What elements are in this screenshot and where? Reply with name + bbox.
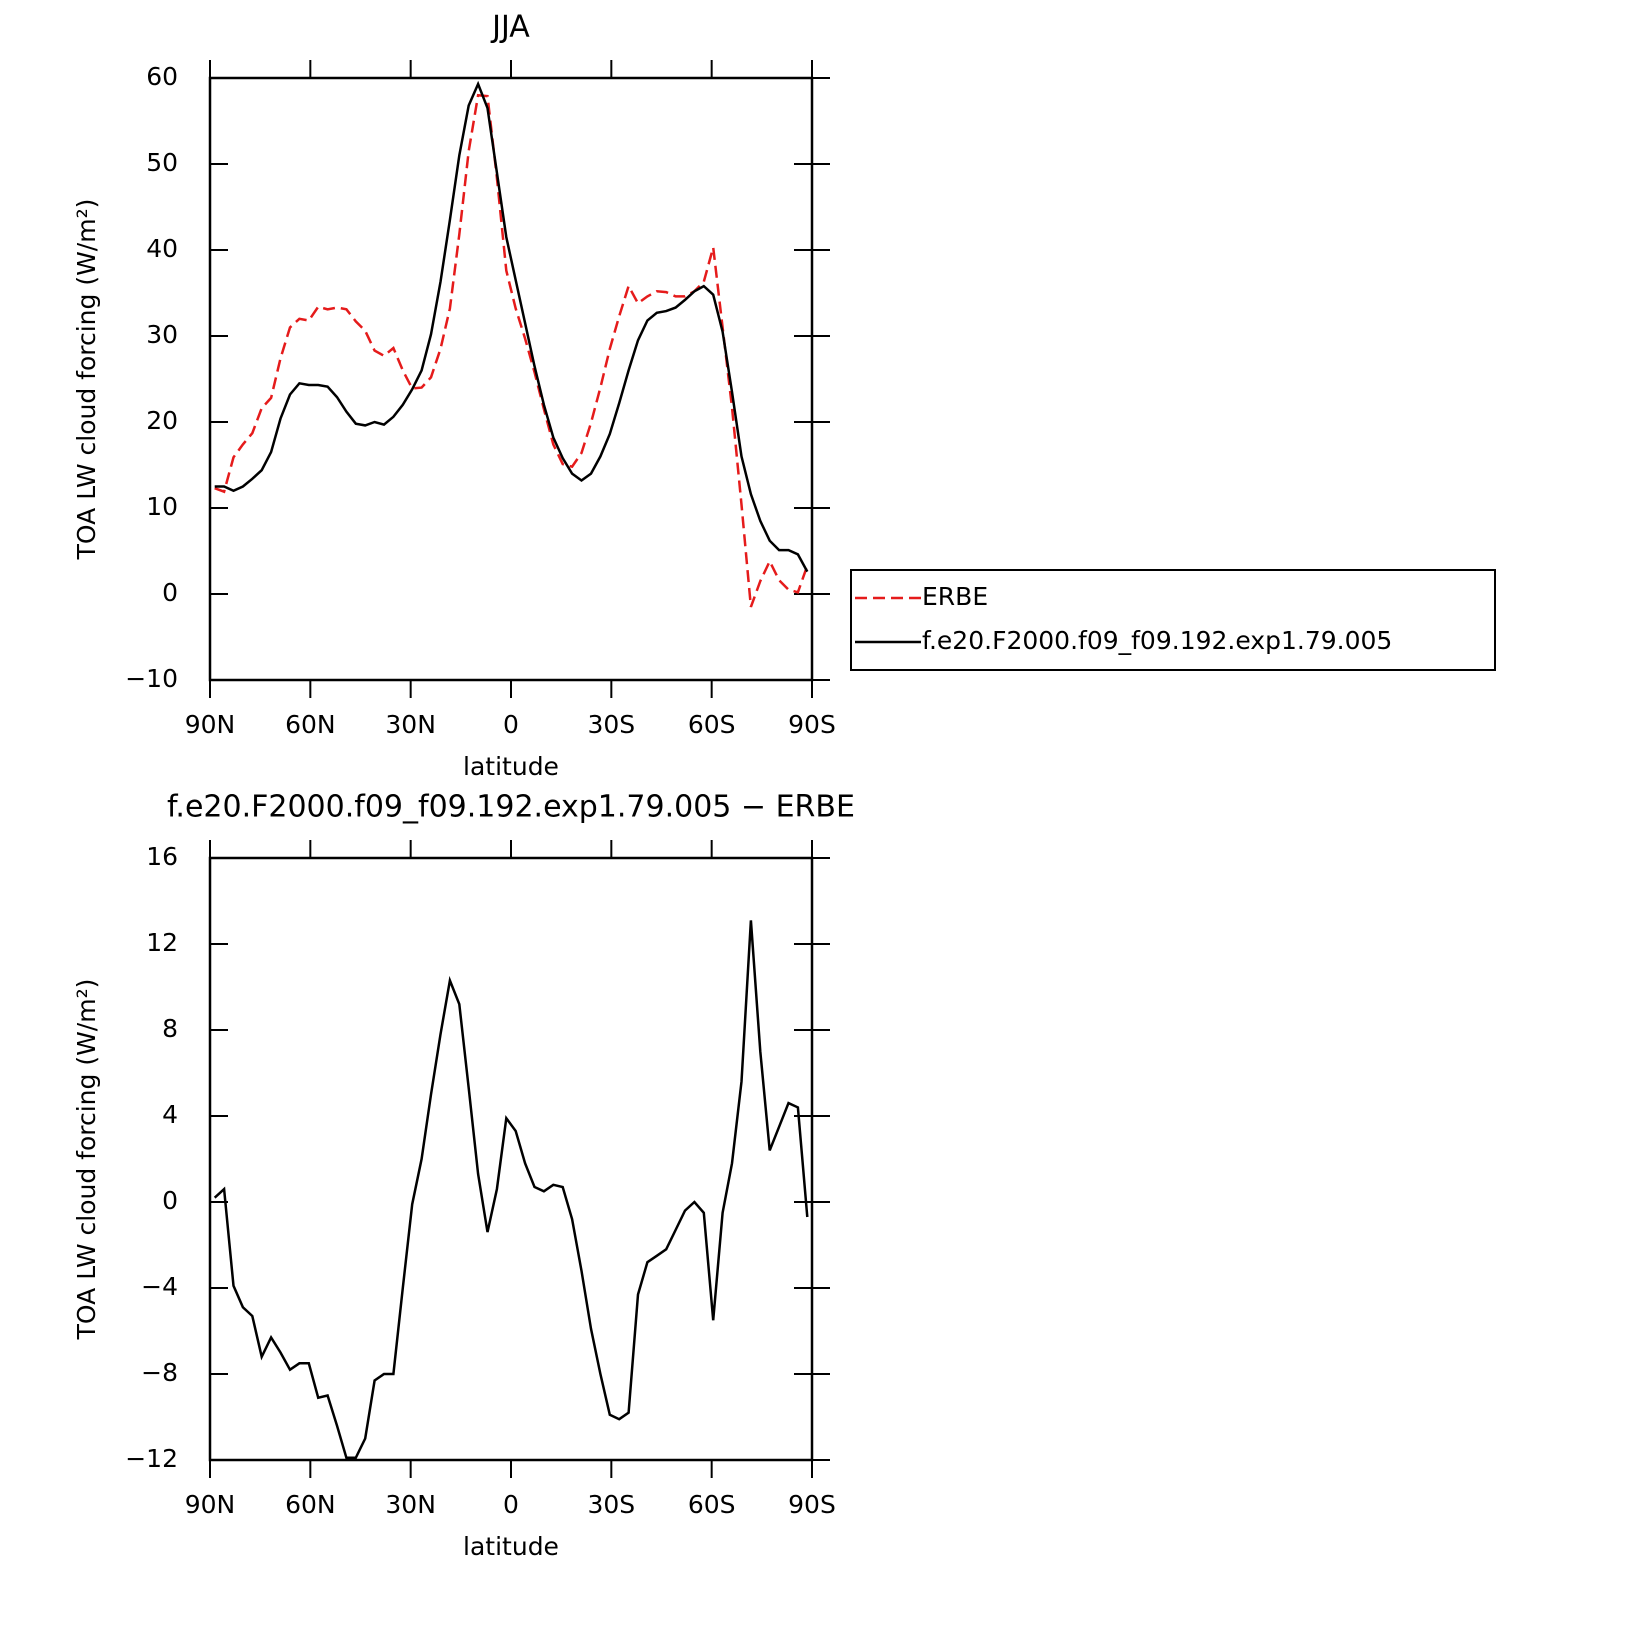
y-tick-label: −8 <box>141 1358 178 1387</box>
y-tick-label: 50 <box>146 148 178 177</box>
x-tick-label: 30N <box>385 1490 436 1519</box>
y-tick-label: 16 <box>146 842 178 871</box>
y-tick-label: 8 <box>162 1014 178 1043</box>
plot-frame <box>208 76 814 682</box>
x-tick-label: 90S <box>788 710 836 739</box>
y-tick-label: −10 <box>125 664 178 693</box>
y-tick-label: 4 <box>162 1100 178 1129</box>
data-line <box>214 93 809 608</box>
x-tick-label: 0 <box>503 710 519 739</box>
x-tick-label: 90S <box>788 1490 836 1519</box>
x-tick-label: 60S <box>688 710 736 739</box>
x-axis-label: latitude <box>463 752 559 781</box>
y-tick-label: 12 <box>146 928 178 957</box>
legend-box <box>850 569 1496 671</box>
y-tick-label: −4 <box>141 1272 178 1301</box>
y-axis-label: TOA LW cloud forcing (W/m²) <box>72 979 101 1341</box>
y-axis-label: TOA LW cloud forcing (W/m²) <box>72 199 101 561</box>
y-tick-label: 20 <box>146 406 178 435</box>
y-tick-label: 60 <box>146 62 178 91</box>
x-tick-label: 60S <box>688 1490 736 1519</box>
y-tick-label: 40 <box>146 234 178 263</box>
data-line <box>214 80 809 573</box>
data-line <box>213 920 809 1460</box>
y-tick-label: 0 <box>162 578 178 607</box>
x-tick-label: 60N <box>285 710 336 739</box>
x-tick-label: 30S <box>587 1490 635 1519</box>
y-tick-label: −12 <box>125 1444 178 1473</box>
legend-label: f.e20.F2000.f09_f09.192.exp1.79.005 <box>922 626 1392 655</box>
chart-title: JJA <box>490 10 530 45</box>
x-tick-label: 30S <box>587 710 635 739</box>
x-tick-label: 0 <box>503 1490 519 1519</box>
chart-title: f.e20.F2000.f09_f09.192.exp1.79.005 − ER… <box>167 790 855 825</box>
y-tick-label: 30 <box>146 320 178 349</box>
plot-frame <box>208 856 814 1462</box>
x-tick-label: 90N <box>185 1490 236 1519</box>
y-tick-label: 0 <box>162 1186 178 1215</box>
x-tick-label: 30N <box>385 710 436 739</box>
x-tick-label: 90N <box>185 710 236 739</box>
x-tick-label: 60N <box>285 1490 336 1519</box>
y-tick-label: 10 <box>146 492 178 521</box>
legend-label: ERBE <box>922 582 988 611</box>
x-axis-label: latitude <box>463 1532 559 1561</box>
